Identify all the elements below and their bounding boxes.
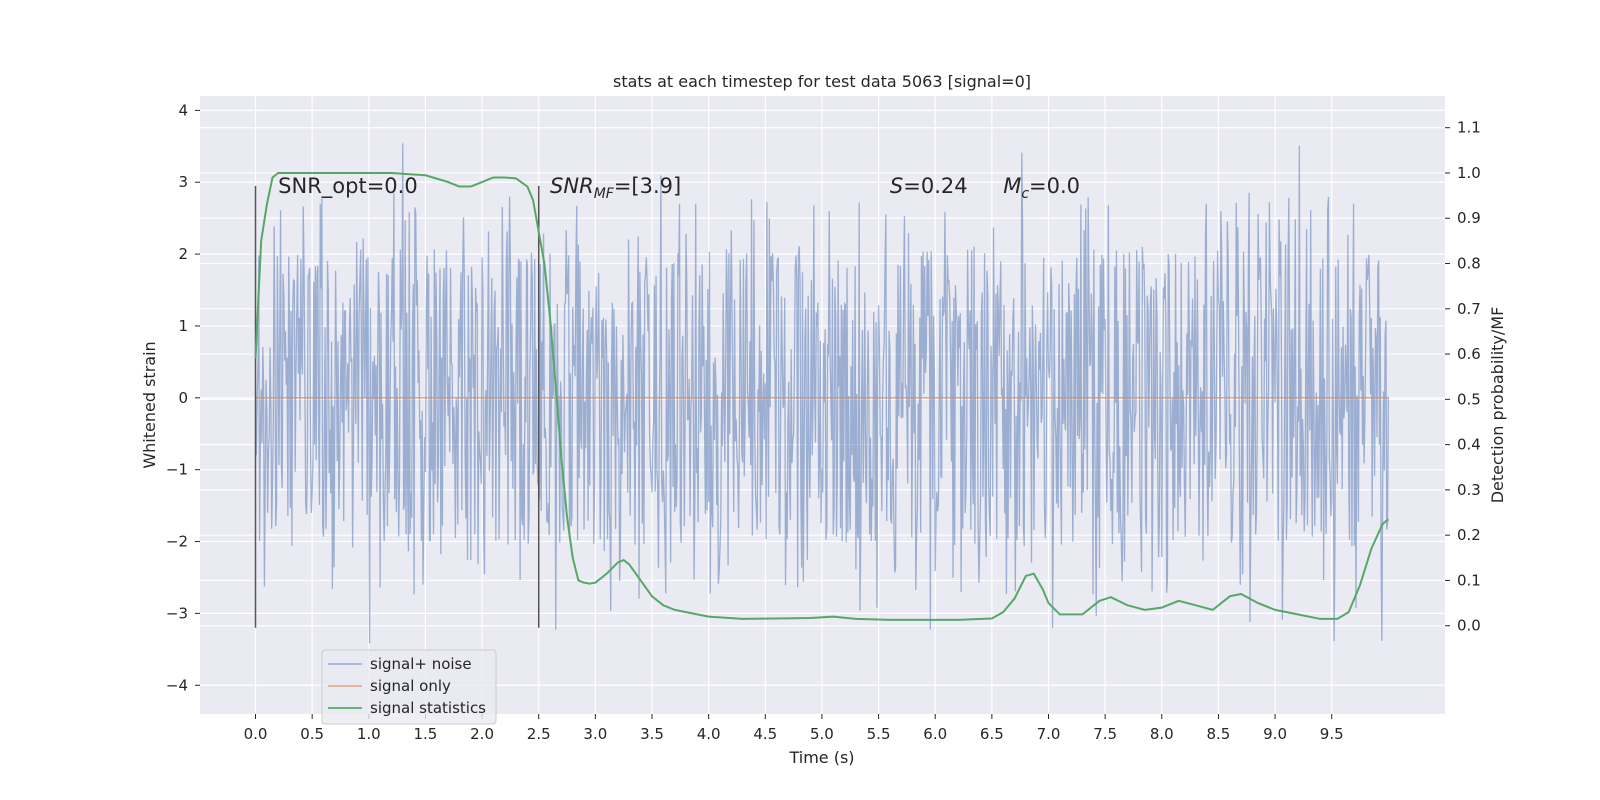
y-tick-label: 2 (178, 245, 188, 263)
y2-tick-label: 0.9 (1457, 209, 1481, 227)
legend-label-statistics: signal statistics (370, 699, 486, 717)
y-tick-label: 4 (178, 101, 188, 119)
x-tick-label: 0.5 (300, 725, 324, 743)
y2-tick-label: 1.1 (1457, 119, 1481, 137)
y-tick-label: −2 (166, 533, 188, 551)
signal-statistics-line (254, 171, 1389, 621)
x-tick-label: 9.5 (1320, 725, 1344, 743)
y-axis-label: Whitened strain (140, 341, 159, 468)
x-tick-label: 3.5 (640, 725, 664, 743)
x-tick-label: 8.0 (1150, 725, 1174, 743)
y2-tick-label: 0.6 (1457, 345, 1481, 363)
y2-axis-label: Detection probability/MF (1488, 307, 1507, 504)
x-tick-label: 0.0 (244, 725, 268, 743)
y2-tick-label: 1.0 (1457, 164, 1481, 182)
y-tick-label: 3 (178, 173, 188, 191)
annotation-text: Mc=0.0 (1003, 174, 1080, 202)
x-tick-label: 9.0 (1263, 725, 1287, 743)
legend-frame (321, 649, 497, 725)
y2-axis-ticks: 1.1 1.0 0.9 0.8 0.7 0.6 0.5 0.4 0.3 0.2 0.1 0.0 (1445, 119, 1481, 635)
y2-tick-label: 0.3 (1457, 481, 1481, 499)
signal-noise-line (254, 143, 1390, 644)
x-axis-label: Time (s) (788, 748, 854, 767)
x-tick-label: 1.5 (414, 725, 438, 743)
signal-statistics-series (254, 171, 1389, 621)
y-tick-label: 0 (178, 389, 188, 407)
y2-tick-label: 0.1 (1457, 571, 1481, 589)
y2-tick-label: 0.4 (1457, 436, 1481, 454)
x-tick-label: 7.5 (1093, 725, 1117, 743)
x-tick-label: 5.0 (810, 725, 834, 743)
y2-tick-label: 0.7 (1457, 300, 1481, 318)
annotations: SNR_opt=0.0 SNRMF=[3.9] S=0.24 Mc=0.0 (278, 174, 1080, 202)
x-tick-label: 5.5 (867, 725, 891, 743)
vertical-markers (254, 185, 540, 628)
chart-title: stats at each timestep for test data 506… (613, 72, 1031, 91)
x-tick-label: 6.5 (980, 725, 1004, 743)
x-tick-label: 8.5 (1207, 725, 1231, 743)
x-axis-ticks: 0.0 0.5 1.0 1.5 2.0 2.5 3.0 3.5 4.0 4.5 5.0 5.5 6.0 6… (244, 714, 1344, 743)
x-tick-label: 2.5 (527, 725, 551, 743)
signal-noise-series (254, 143, 1390, 644)
x-tick-label: 1.0 (357, 725, 381, 743)
x-tick-label: 3.0 (583, 725, 607, 743)
x-tick-label: 7.0 (1037, 725, 1061, 743)
x-tick-label: 2.0 (470, 725, 494, 743)
y-tick-label: −3 (166, 604, 188, 622)
legend-label-noise: signal+ noise (370, 655, 472, 673)
x-tick-label: 6.0 (923, 725, 947, 743)
annotation-text: SNRMF=[3.9] (550, 174, 681, 202)
y-tick-label: −1 (166, 461, 188, 479)
y-tick-label: −4 (166, 676, 188, 694)
y2-tick-label: 0.2 (1457, 526, 1481, 544)
legend: signal+ noise signal only signal statist… (321, 649, 497, 725)
x-tick-label: 4.0 (697, 725, 721, 743)
y2-tick-label: 0.0 (1457, 617, 1481, 635)
annotation-text: S=0.24 (890, 174, 968, 198)
y2-tick-label: 0.8 (1457, 255, 1481, 273)
annotation-text: SNR_opt=0.0 (278, 174, 418, 199)
y2-tick-label: 0.5 (1457, 390, 1481, 408)
legend-label-signal: signal only (370, 677, 451, 695)
x-tick-label: 4.5 (753, 725, 777, 743)
y-tick-label: 1 (178, 317, 188, 335)
y-axis-ticks: 4 3 2 1 0 −1 −2 −3 −4 (166, 101, 200, 694)
